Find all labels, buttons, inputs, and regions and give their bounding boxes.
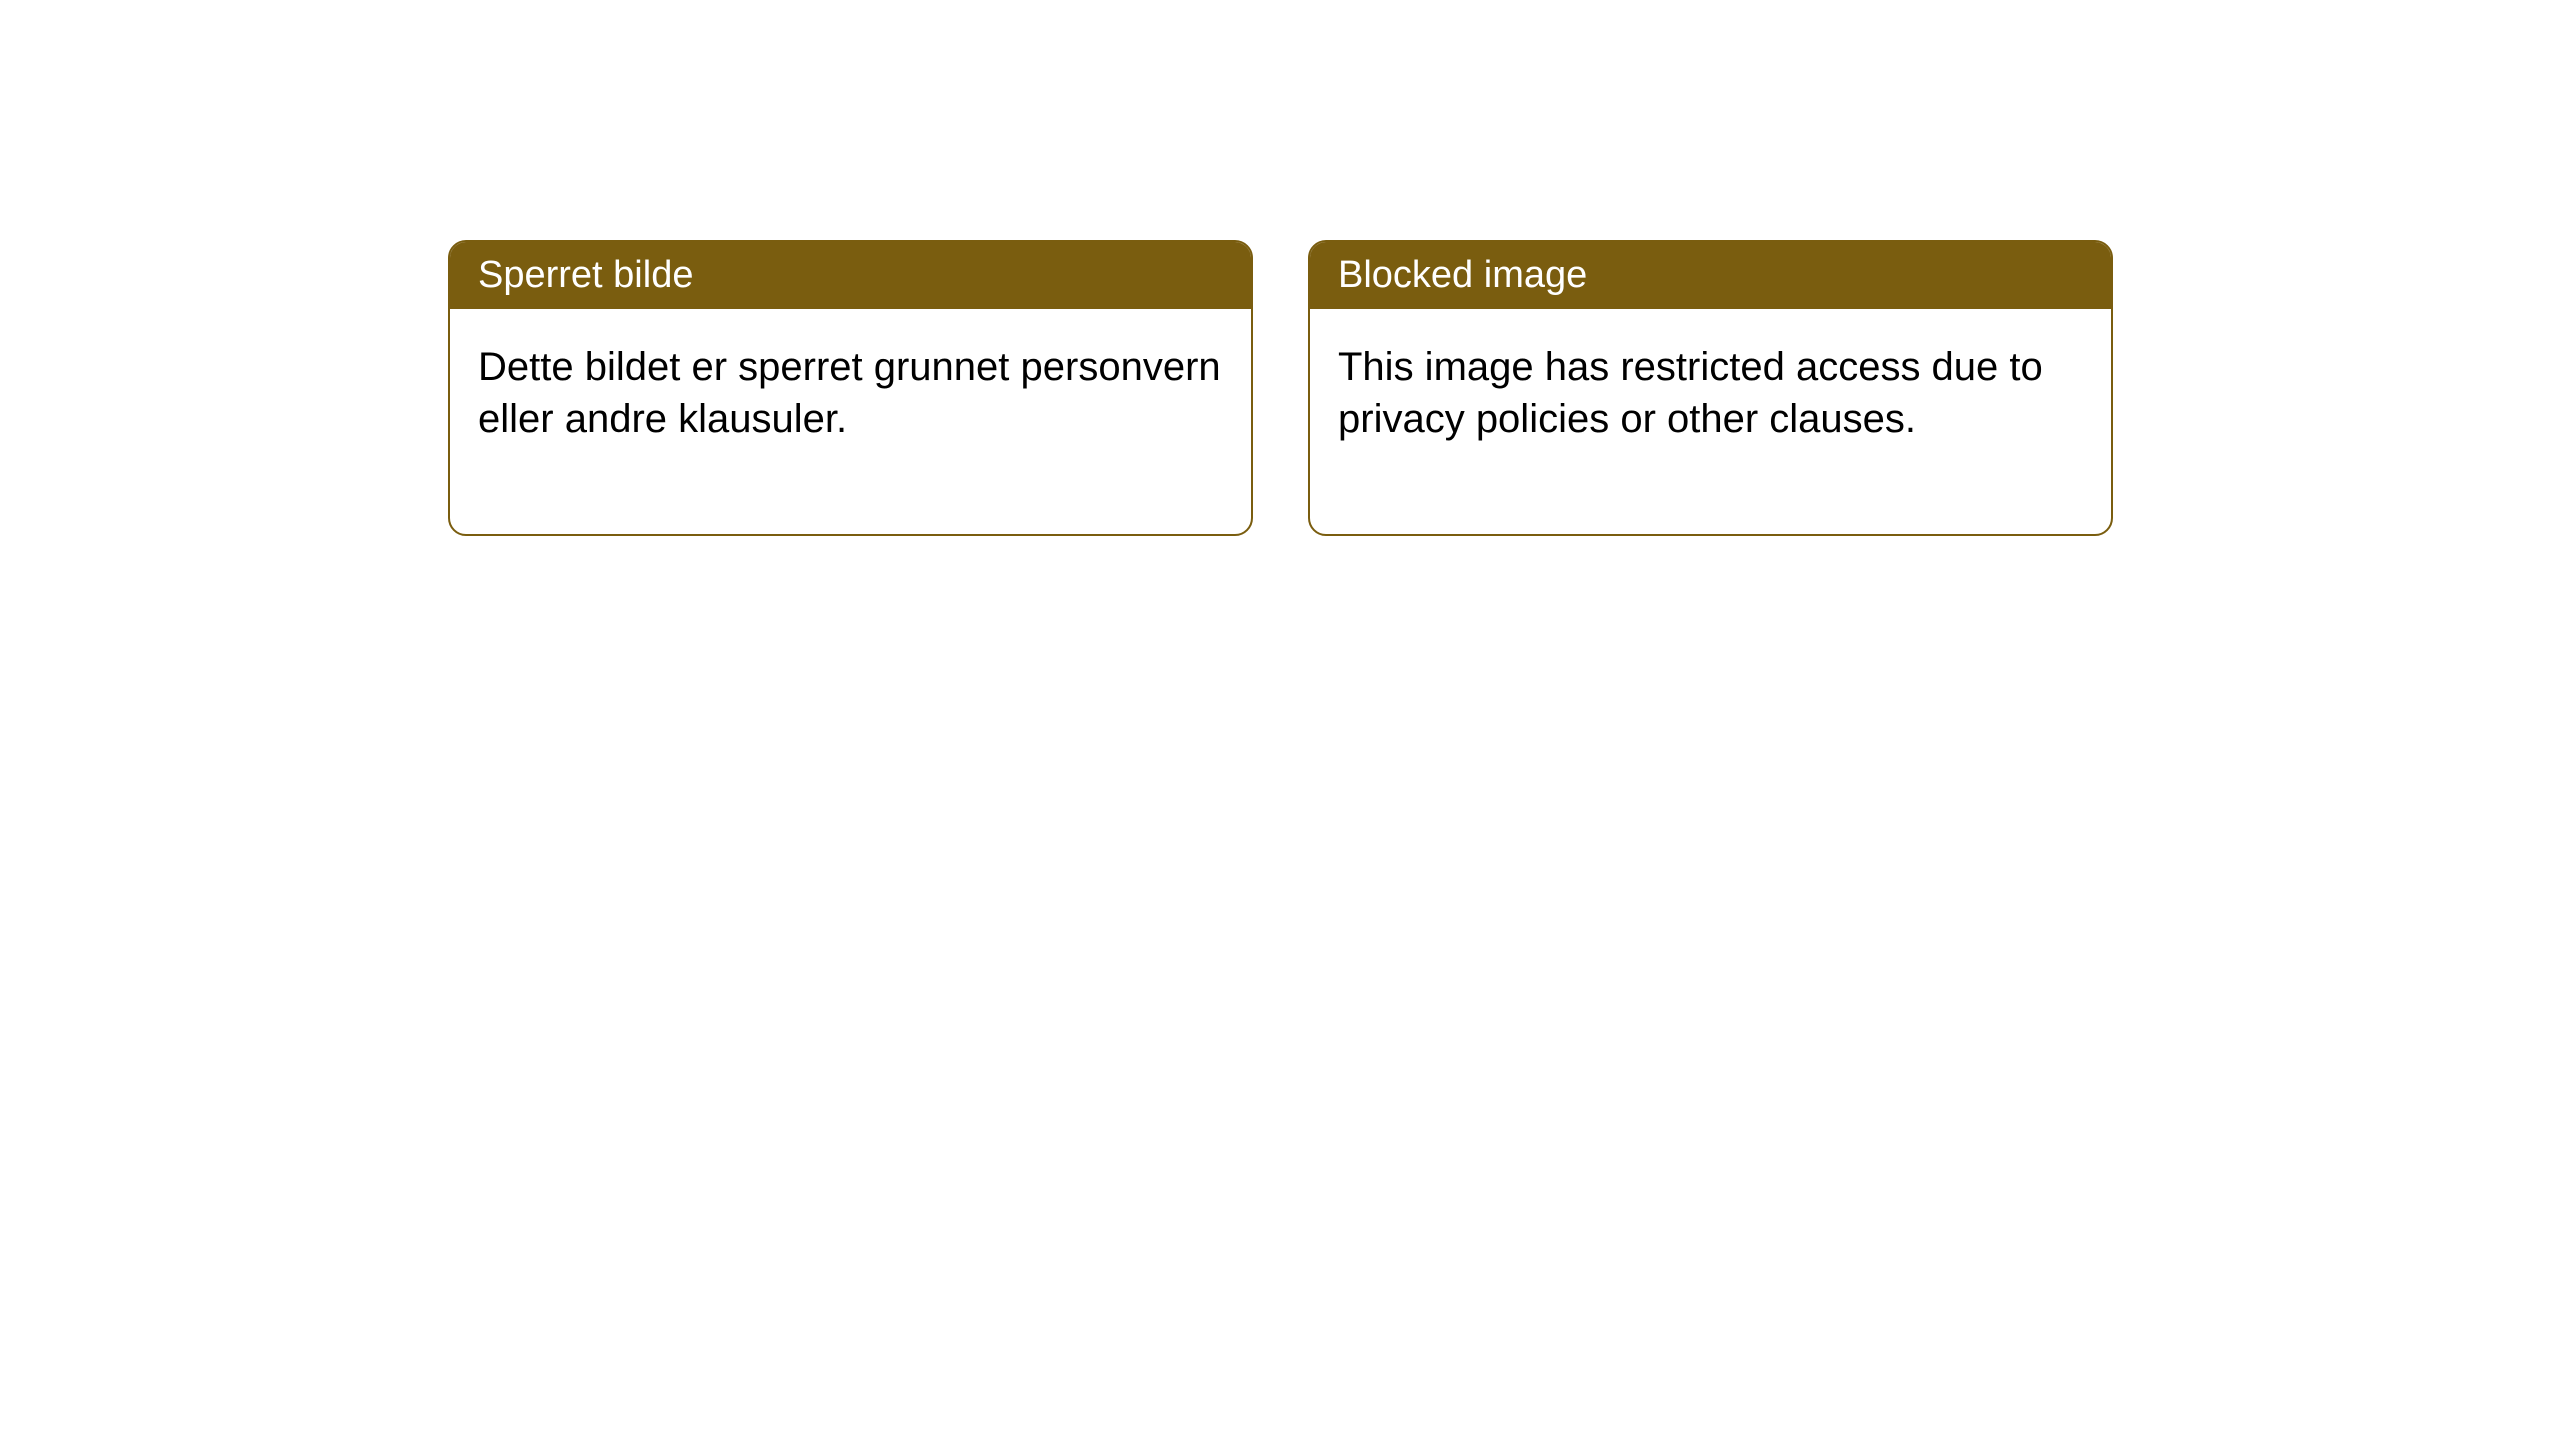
notice-title: Blocked image (1338, 254, 1587, 296)
notice-card-english: Blocked image This image has restricted … (1308, 240, 2113, 536)
notice-container: Sperret bilde Dette bildet er sperret gr… (0, 0, 2560, 536)
notice-header: Blocked image (1310, 242, 2111, 309)
notice-body: This image has restricted access due to … (1310, 309, 2111, 534)
notice-body: Dette bildet er sperret grunnet personve… (450, 309, 1251, 534)
notice-header: Sperret bilde (450, 242, 1251, 309)
notice-card-norwegian: Sperret bilde Dette bildet er sperret gr… (448, 240, 1253, 536)
notice-title: Sperret bilde (478, 254, 693, 296)
notice-body-text: Dette bildet er sperret grunnet personve… (478, 345, 1221, 441)
notice-body-text: This image has restricted access due to … (1338, 345, 2043, 441)
